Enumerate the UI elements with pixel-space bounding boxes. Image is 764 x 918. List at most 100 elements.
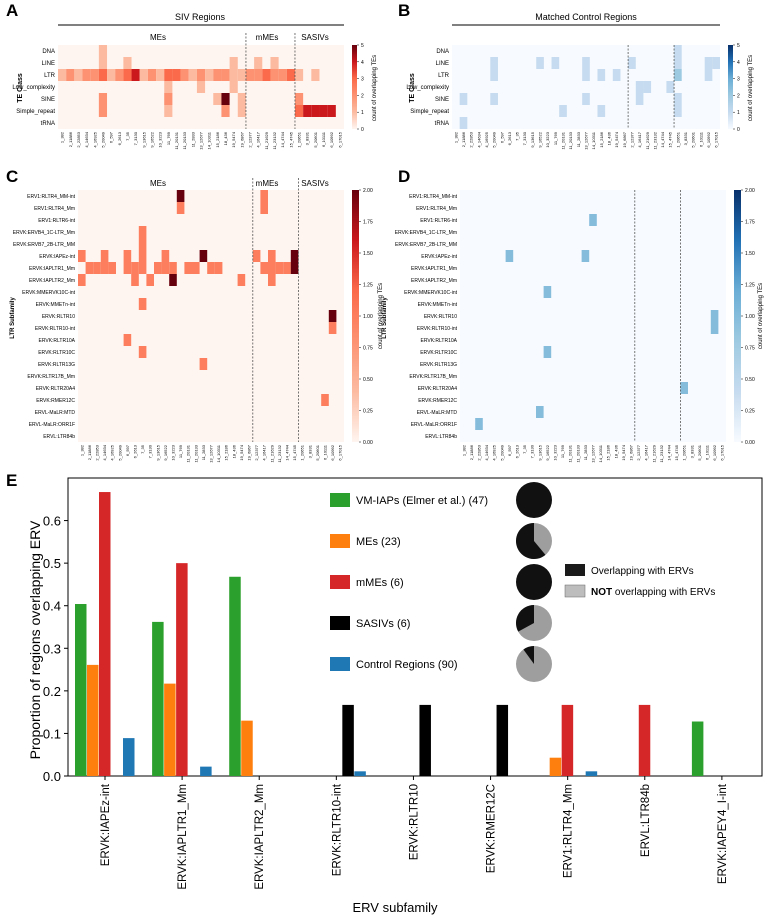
- column-label: 14_10311: [591, 131, 596, 149]
- pie-slice-overlap: [515, 523, 546, 560]
- heatmap-cell: [213, 69, 222, 81]
- heatmap-cell: [268, 250, 276, 262]
- y-tick-label: 0.4: [43, 599, 61, 614]
- pie-key-not-overlap-label: NOT overlapping with ERVs: [591, 587, 715, 598]
- column-label: 11_769: [560, 444, 565, 458]
- column-label: 5_20601: [691, 131, 696, 147]
- column-label: 19_5474: [621, 444, 626, 460]
- heatmap-cell: [270, 57, 279, 69]
- column-label: 11_20131: [186, 444, 191, 462]
- legend-swatch: [330, 493, 350, 507]
- heatmap-siv-ltr-subfamily: ERV1:RLTR4_MM-int ERV1:RLTR4_Mm ERV1:RLTR6…: [13, 178, 344, 463]
- column-label: 11_20131: [561, 131, 566, 149]
- heatmap-cell: [635, 81, 644, 93]
- column-label: 4_14634: [476, 131, 481, 147]
- column-label: 15_2186: [224, 444, 229, 460]
- heatmap-cell: [328, 322, 337, 334]
- column-label: 6_597: [499, 131, 504, 143]
- column-label: 10_3223: [553, 444, 558, 460]
- bar: [419, 704, 431, 776]
- column-label: 11_21629: [269, 444, 274, 462]
- row-label: ERVK:IAPLTR2_Mm: [29, 278, 75, 284]
- heatmap-cell: [176, 202, 185, 214]
- heatmap-cell: [311, 69, 320, 81]
- row-label: ERVK:RLTR10-int: [417, 326, 458, 332]
- heatmap-cell: [704, 69, 713, 81]
- column-label: 11_21629: [645, 131, 650, 149]
- heatmap-cell: [108, 262, 116, 274]
- column-label: 11_2833: [190, 131, 195, 147]
- column-label: 14_10311: [216, 444, 221, 462]
- heatmap-cell: [172, 69, 181, 81]
- colorbar-d-label: count of overlapping TEs: [758, 283, 764, 349]
- column-label: 2_22853: [469, 131, 474, 147]
- row-label: ERVK:RLTR10A: [421, 338, 458, 344]
- heatmap-cell: [704, 57, 713, 69]
- heatmap-cell: [275, 262, 284, 274]
- column-label: 7_3130: [148, 444, 153, 458]
- panel-letter-e: E: [6, 471, 17, 490]
- heatmap-cell: [268, 274, 276, 286]
- legend-swatch: [330, 534, 350, 548]
- column-label: 4_14634: [84, 131, 89, 147]
- colorbar-b-label: count of overlapping TEs: [748, 55, 754, 121]
- heatmap-cell: [712, 57, 720, 69]
- colorbar-tick-label: 1.00: [745, 314, 755, 320]
- row-label: ERVK:MMERVK10C-int: [22, 290, 75, 296]
- column-label: 15_4745: [292, 444, 297, 460]
- panel-b-ylabel: TE Class: [409, 73, 416, 103]
- heatmap-cell: [58, 69, 67, 81]
- column-label: 5_20049: [499, 444, 504, 460]
- column-label: 7_3130: [133, 131, 138, 145]
- heatmap-cell: [138, 262, 147, 274]
- y-tick-label: 0.5: [43, 556, 61, 571]
- x-tick-label: ERVK:RMER12C: [486, 784, 498, 873]
- pie-key-swatch-not-overlap: [564, 584, 586, 598]
- bar: [87, 664, 99, 776]
- column-label: 2_11886: [461, 131, 466, 147]
- colorbar-tick-label: 1.50: [363, 251, 373, 257]
- column-label: 5_20601: [697, 444, 702, 460]
- column-label: 6_2613: [133, 444, 138, 458]
- heatmap-cell: [254, 69, 263, 81]
- column-label: 4_14634: [102, 444, 107, 460]
- row-label: ERVK:ERVB7_2B-LTR_MM: [13, 242, 75, 248]
- row-label: ERVL-MaLR:MTD: [417, 410, 458, 416]
- legend-swatch: [330, 657, 350, 671]
- row-label: LINE: [436, 61, 449, 67]
- bar: [638, 704, 651, 776]
- heatmap-cell: [294, 69, 304, 81]
- colorbar-tick-label: 1.75: [363, 220, 373, 226]
- colorbar-tick-label: 2: [737, 93, 740, 99]
- heatmap-control-te-class: DNA LINE LTR Low_complexity SINE Simple_repea…: [406, 45, 720, 150]
- column-label: 14_10311: [207, 131, 212, 149]
- x-tick-label: ERVK:IAPEz-int: [100, 783, 112, 866]
- row-label: Simple_repeat: [16, 109, 55, 115]
- heatmap-cell: [237, 69, 246, 81]
- bar: [123, 738, 135, 776]
- column-label: 18_436: [223, 131, 228, 145]
- column-label: 11_23132: [272, 131, 277, 149]
- column-label: 4_16417: [637, 131, 642, 147]
- row-label: ERVK:RLTR10A: [39, 338, 76, 344]
- column-label: 4_14634: [484, 444, 489, 460]
- heatmap-cell: [98, 93, 108, 105]
- heatmap-cell: [138, 238, 147, 250]
- legend-swatch: [330, 575, 350, 589]
- heatmap-background: [78, 190, 344, 442]
- row-label: ERVK:RLTR10-int: [35, 326, 76, 332]
- column-label: 9_13615: [530, 131, 535, 147]
- column-label: 6_10992: [330, 444, 335, 460]
- heatmap-cell: [260, 202, 268, 214]
- heatmap-cell: [674, 57, 682, 69]
- colorbar-tick-label: 0.75: [745, 346, 755, 352]
- bar-chart-erv-proportions: 0.0 0.1 0.2 0.3 0.4 0.5 0.6 ERVK:IAPEz-int ERVK:…: [43, 477, 763, 890]
- heatmap-cell: [164, 81, 173, 93]
- heatmap-cell: [138, 250, 147, 262]
- column-label: 4_16925: [110, 444, 115, 460]
- x-tick-label: ERVK:IAPLTR1_Mm: [177, 784, 189, 890]
- heatmap-cell: [229, 69, 238, 81]
- column-label: 11_23132: [659, 444, 664, 462]
- column-label: 4_16417: [644, 444, 649, 460]
- heatmap-cell: [74, 69, 83, 81]
